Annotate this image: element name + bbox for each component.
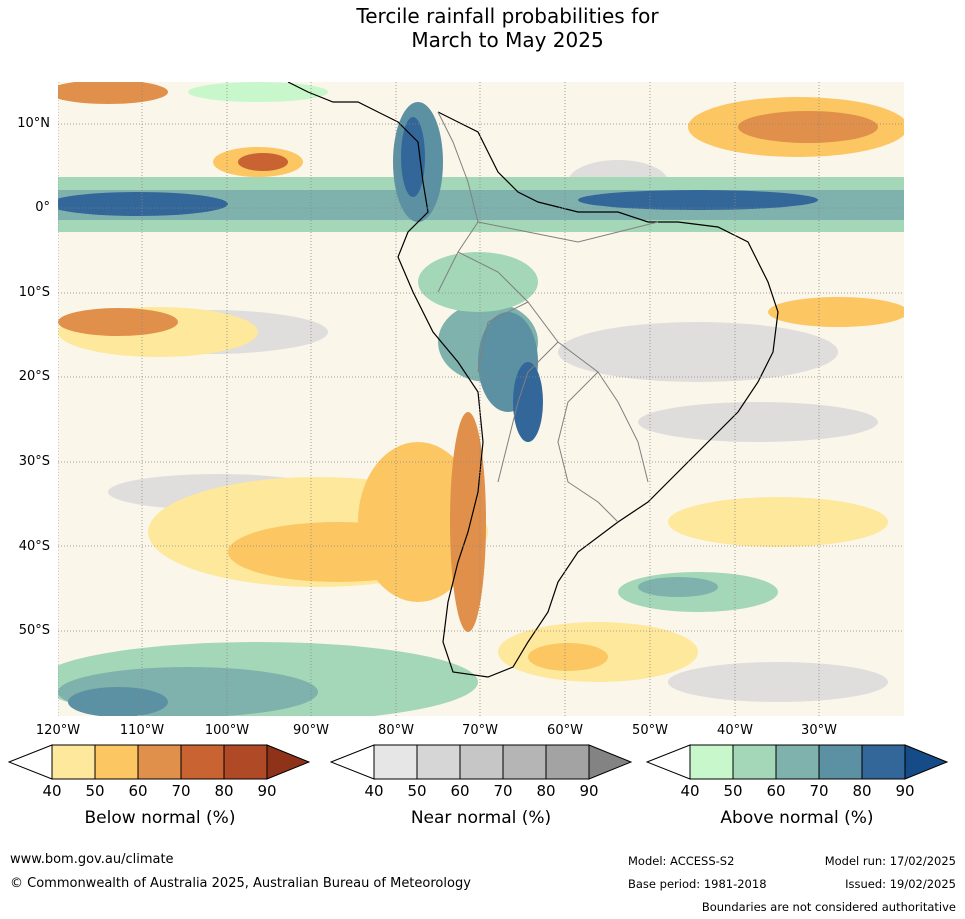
map-title: Tercile rainfall probabilities for March…: [0, 4, 965, 52]
lon-label-100w: 100°W: [204, 723, 250, 738]
probability-map: [58, 82, 904, 716]
below-normal-patches: [58, 82, 904, 682]
lat-label-30s: 30°S: [18, 454, 50, 469]
lon-label-40w: 40°W: [717, 723, 753, 738]
cb-near-bin-50: [416, 744, 461, 780]
cb-near-bin-60: [459, 744, 504, 780]
cb-below-tick-60: 60: [128, 782, 148, 800]
cb-near-bin-70: [502, 744, 547, 780]
cb-below-tick-40: 40: [42, 782, 62, 800]
cb-below-bin-50: [94, 744, 139, 780]
cb-near-tick-60: 60: [450, 782, 470, 800]
above-normal-patches: [58, 82, 904, 716]
cb-near-tick-80: 80: [536, 782, 556, 800]
lon-label-60w: 60°W: [547, 723, 583, 738]
cb-below-tick-90: 90: [257, 782, 277, 800]
cb-above-bin-70: [818, 744, 863, 780]
cb-below-high-triangle: [266, 744, 310, 780]
cb-above-bin-60: [775, 744, 820, 780]
footer-url: www.bom.gov.au/climate: [10, 852, 174, 867]
lat-label-20s: 20°S: [18, 369, 50, 384]
cb-above-bin-50: [732, 744, 777, 780]
footer-issued: Issued: 19/02/2025: [845, 877, 956, 891]
cb-below-tick-80: 80: [214, 782, 234, 800]
cb-below-low-triangle: [8, 744, 53, 780]
footer-base-period: Base period: 1981-2018: [628, 877, 767, 891]
lon-label-70w: 70°W: [462, 723, 498, 738]
cb-below-bin-70: [180, 744, 225, 780]
lat-label-40s: 40°S: [18, 539, 50, 554]
cb-near-tick-90: 90: [579, 782, 599, 800]
colorbar-near-normal: [330, 744, 632, 780]
title-line-2: March to May 2025: [411, 28, 604, 52]
lon-label-90w: 90°W: [293, 723, 329, 738]
cb-title-near-normal: Near normal (%): [410, 808, 552, 828]
cb-above-tick-80: 80: [852, 782, 872, 800]
lon-label-30w: 30°W: [801, 723, 837, 738]
cb-near-tick-50: 50: [407, 782, 427, 800]
cb-above-bin-40: [689, 744, 734, 780]
lon-label-50w: 50°W: [632, 723, 668, 738]
cb-above-tick-60: 60: [766, 782, 786, 800]
footer-model: Model: ACCESS-S2: [628, 854, 735, 868]
title-line-1: Tercile rainfall probabilities for: [356, 4, 659, 28]
cb-above-tick-40: 40: [680, 782, 700, 800]
cb-below-tick-70: 70: [171, 782, 191, 800]
cb-above-tick-70: 70: [809, 782, 829, 800]
cb-above-bin-80: [861, 744, 906, 780]
cb-above-tick-90: 90: [895, 782, 915, 800]
cb-below-tick-50: 50: [85, 782, 105, 800]
cb-below-bin-40: [51, 744, 96, 780]
cb-below-bin-60: [137, 744, 182, 780]
cb-near-tick-70: 70: [493, 782, 513, 800]
lon-label-80w: 80°W: [378, 723, 414, 738]
footer-model-run: Model run: 17/02/2025: [824, 854, 956, 868]
cb-near-tick-40: 40: [364, 782, 384, 800]
cb-title-below-normal: Below normal (%): [84, 808, 236, 828]
footer-disclaimer: Boundaries are not considered authoritat…: [701, 900, 956, 914]
cb-above-low-triangle: [646, 744, 691, 780]
colorbar-below-normal: [8, 744, 310, 780]
lat-label-0: 0°: [35, 200, 50, 215]
cb-above-high-triangle: [904, 744, 948, 780]
graticule: [58, 82, 904, 716]
lon-label-110w: 110°W: [119, 723, 165, 738]
lat-label-10s: 10°S: [18, 285, 50, 300]
colorbar-above-normal: [646, 744, 948, 780]
cb-above-tick-50: 50: [723, 782, 743, 800]
cb-near-bin-80: [545, 744, 590, 780]
cb-below-bin-80: [223, 744, 268, 780]
cb-near-bin-40: [373, 744, 418, 780]
lat-label-10n: 10°N: [17, 116, 50, 131]
cb-title-above-normal: Above normal (%): [720, 808, 874, 828]
lon-label-120w: 120°W: [35, 723, 81, 738]
lat-label-50s: 50°S: [18, 623, 50, 638]
cb-near-low-triangle: [330, 744, 375, 780]
cb-near-high-triangle: [588, 744, 632, 780]
coastline: [287, 82, 779, 678]
footer-copyright: © Commonwealth of Australia 2025, Austra…: [10, 876, 471, 891]
